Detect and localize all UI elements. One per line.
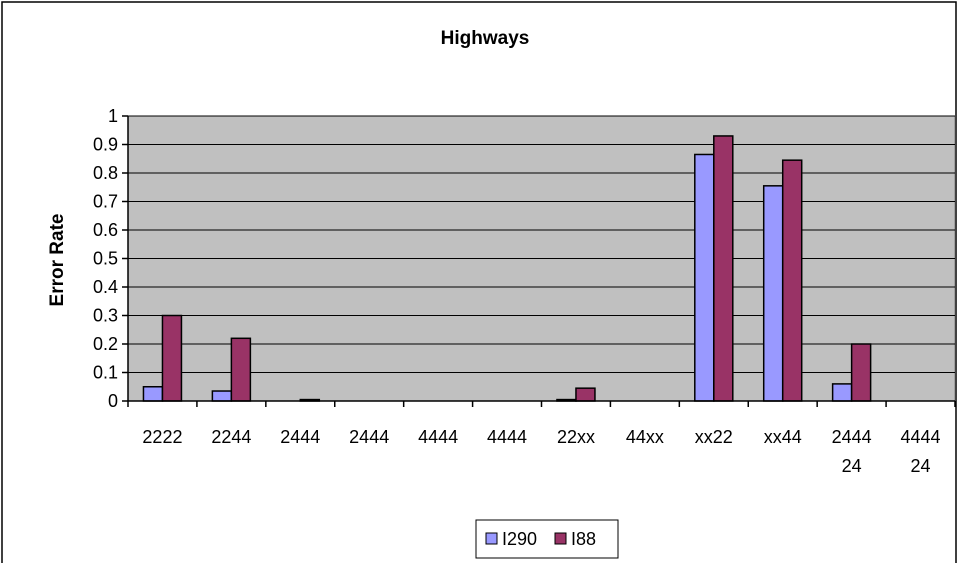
legend-box (475, 519, 619, 559)
bar-i290-10 (831, 383, 853, 402)
y-tick-label: 0.7 (93, 192, 118, 212)
y-tick-label: 0 (108, 391, 118, 411)
x-tick-label: 4444 (901, 427, 941, 447)
x-tick-label: 44xx (626, 427, 664, 447)
legend-label-i88: I88 (571, 529, 596, 549)
x-tick-label: 22xx (557, 427, 595, 447)
bar-i88-8 (713, 135, 734, 402)
x-tick-label: 4444 (487, 427, 527, 447)
bar-i290-8 (694, 153, 715, 402)
y-tick-label: 0.9 (93, 135, 118, 155)
y-tick-label: 1 (108, 106, 118, 126)
bars (142, 135, 872, 402)
y-tick-label: 0.6 (93, 220, 118, 240)
bar-i88-0 (161, 314, 183, 402)
bar-i88-9 (781, 159, 803, 402)
y-axis-ticks: 0 0.1 0.2 0.3 0.4 0.5 0.6 0.7 0.8 0.9 1 (93, 106, 128, 411)
bar-i88-10 (850, 343, 872, 402)
bar-i290-9 (762, 185, 784, 402)
bar-i88-6 (575, 387, 596, 402)
x-tick-label: 24 (842, 456, 862, 476)
gridlines (128, 115, 955, 373)
bar-i290-1 (211, 390, 233, 402)
x-axis-labels: 2222 2244 2444 2444 4444 4444 22xx 44xx xx22 xx44… (127, 401, 956, 476)
y-tick-label: 0.4 (93, 277, 118, 297)
x-tick-label: 2444 (349, 427, 389, 447)
x-tick-label: 24 (911, 456, 931, 476)
legend-swatch-i88 (554, 532, 567, 545)
y-tick-label: 0.3 (93, 306, 118, 326)
x-tick-label: 2244 (211, 427, 251, 447)
y-tick-label: 0.2 (93, 334, 118, 354)
x-tick-label: 2444 (832, 427, 872, 447)
y-tick-label: 0.5 (93, 249, 118, 269)
legend-label-i290: I290 (502, 529, 537, 549)
chart-title: Highways (441, 28, 530, 49)
x-tick-label: 4444 (418, 427, 458, 447)
bar-i290-0 (142, 386, 164, 402)
y-axis-title: Error Rate (47, 214, 68, 307)
y-tick-label: 0.8 (93, 163, 118, 183)
bar-i88-1 (230, 337, 252, 402)
x-tick-label: xx22 (695, 427, 733, 447)
x-tick-label: xx44 (764, 427, 802, 447)
x-tick-label: 2444 (280, 427, 320, 447)
x-tick-label: 2222 (142, 427, 182, 447)
y-tick-label: 0.1 (93, 363, 118, 383)
legend: I290 I88 (475, 519, 619, 559)
legend-swatch-i290 (485, 532, 498, 545)
